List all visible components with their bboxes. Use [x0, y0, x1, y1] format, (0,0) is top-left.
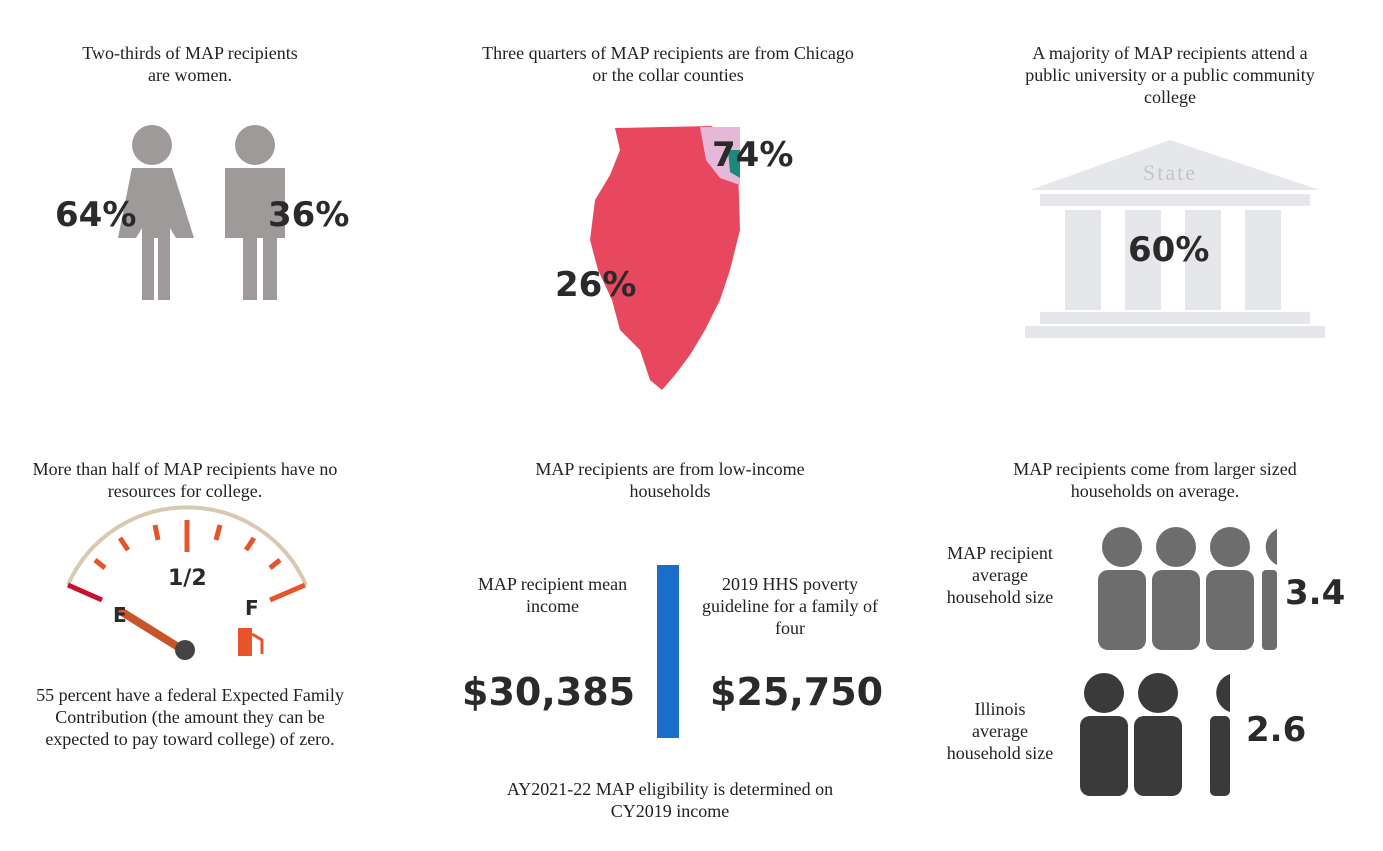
income-value: $30,385 [462, 670, 636, 714]
man-icon [225, 125, 285, 300]
illinois-map [590, 126, 740, 390]
woman-icon [118, 125, 194, 300]
household-icons-map [1098, 527, 1277, 650]
efc-note: 55 percent have a federal Expected Famil… [36, 685, 344, 749]
income-label: MAP recipient mean income [477, 574, 628, 616]
fuel-gauge [66, 505, 308, 660]
public-share: 60% [1128, 230, 1210, 270]
caption: A majority of MAP recipients attend a pu… [1025, 43, 1315, 107]
household-label: Illinois average household size [946, 699, 1054, 763]
household-value: 3.4 [1285, 573, 1346, 613]
gauge-empty: E [113, 603, 127, 627]
gauge-full: F [245, 596, 259, 620]
household-label: MAP recipient average household size [946, 543, 1054, 607]
divider-bar [657, 565, 679, 738]
household-value: 2.6 [1246, 710, 1307, 750]
chicago-share: 74% [712, 135, 794, 175]
poverty-value: $25,750 [710, 670, 884, 714]
building-icon [1025, 140, 1325, 338]
men-share: 36% [268, 195, 350, 235]
caption: MAP recipients come from larger sized ho… [1013, 459, 1297, 501]
gauge-half: 1/2 [168, 566, 207, 591]
poverty-label: 2019 HHS poverty guideline for a family … [702, 574, 878, 638]
caption: Three quarters of MAP recipients are fro… [482, 43, 854, 85]
household-icons-illinois [1080, 673, 1230, 796]
footnote: AY2021-22 MAP eligibility is determined … [506, 779, 834, 821]
caption: MAP recipients are from low-income house… [535, 459, 805, 501]
caption: Two-thirds of MAP recipients are women. [82, 43, 298, 85]
rest-share: 26% [555, 265, 637, 305]
women-share: 64% [55, 195, 137, 235]
caption: More than half of MAP recipients have no… [32, 459, 338, 501]
chicago [728, 150, 740, 178]
building-label: State [1143, 160, 1197, 185]
